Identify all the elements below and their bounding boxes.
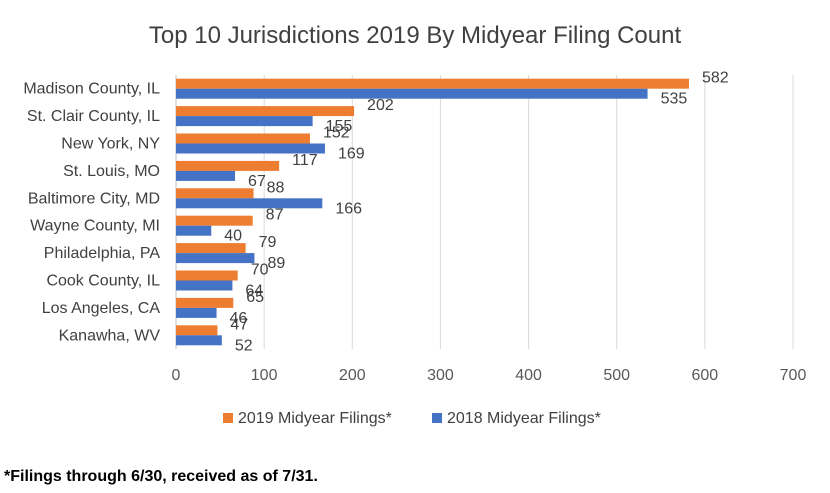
data-label: 47	[230, 316, 248, 333]
data-label: 166	[335, 200, 362, 217]
x-tick-label: 0	[172, 367, 181, 384]
category-label: Cook County, IL	[46, 273, 160, 290]
bar	[176, 270, 238, 281]
bar	[176, 143, 325, 154]
x-tick-labels: 0 100 200 300 400 500 600 700	[172, 367, 807, 384]
legend-label-2019: 2019 Midyear Filings*	[238, 410, 392, 427]
bar	[176, 325, 218, 336]
bar	[176, 188, 254, 199]
x-tick-label: 400	[515, 367, 542, 384]
category-label: Wayne County, MI	[30, 218, 160, 235]
category-label: Philadelphia, PA	[44, 245, 161, 262]
chart-title: Top 10 Jurisdictions 2019 By Midyear Fil…	[149, 22, 682, 49]
x-tick-label: 200	[339, 367, 366, 384]
data-label: 88	[267, 179, 285, 196]
bar	[176, 297, 234, 308]
bar	[176, 335, 222, 346]
data-label: 582	[702, 70, 729, 87]
footnote: *Filings through 6/30, received as of 7/…	[4, 468, 318, 485]
category-labels: Madison County, IL St. Clair County, IL Ne…	[23, 81, 160, 345]
data-label: 70	[251, 262, 269, 279]
data-label: 169	[338, 146, 365, 163]
data-label: 46	[230, 310, 248, 327]
data-label: 52	[235, 337, 253, 354]
bar	[176, 88, 648, 99]
bar	[176, 280, 233, 291]
bar	[176, 106, 355, 117]
bar	[176, 253, 255, 264]
category-label: Madison County, IL	[23, 81, 160, 98]
data-label: 117	[292, 152, 318, 169]
bar-chart: Top 10 Jurisdictions 2019 By Midyear Fil…	[23, 22, 807, 427]
data-label: 40	[224, 228, 242, 245]
bar	[176, 198, 323, 209]
category-label: New York, NY	[61, 136, 160, 153]
category-label: Los Angeles, CA	[42, 300, 161, 317]
bar	[176, 215, 253, 226]
legend-swatch-2019	[223, 413, 233, 423]
category-label: Baltimore City, MD	[28, 190, 160, 207]
data-label: 67	[248, 173, 266, 190]
data-label: 65	[246, 289, 264, 306]
data-label: 87	[266, 207, 284, 224]
x-tick-label: 600	[692, 367, 719, 384]
bar	[176, 133, 310, 144]
x-tick-label: 100	[251, 367, 278, 384]
category-label: Kanawha, WV	[59, 327, 161, 344]
bar	[176, 243, 246, 254]
bars	[176, 78, 689, 346]
legend-swatch-2018	[432, 413, 442, 423]
bar	[176, 170, 236, 181]
data-label: 155	[326, 118, 353, 135]
category-label: St. Louis, MO	[63, 163, 160, 180]
x-tick-label: 300	[427, 367, 454, 384]
category-label: St. Clair County, IL	[27, 108, 160, 125]
bar	[176, 160, 280, 171]
legend: 2019 Midyear Filings* 2018 Midyear Filin…	[223, 410, 601, 427]
data-label: 202	[367, 97, 394, 114]
bar	[176, 225, 212, 236]
data-label: 89	[267, 255, 285, 272]
data-label: 64	[245, 283, 263, 300]
data-label: 535	[661, 91, 688, 108]
x-tick-label: 500	[603, 367, 630, 384]
bar	[176, 116, 313, 127]
x-tick-label: 700	[780, 367, 807, 384]
bar	[176, 307, 217, 318]
bar	[176, 78, 689, 89]
legend-label-2018: 2018 Midyear Filings*	[447, 410, 601, 427]
data-label: 152	[323, 125, 350, 142]
data-label: 79	[259, 234, 277, 251]
